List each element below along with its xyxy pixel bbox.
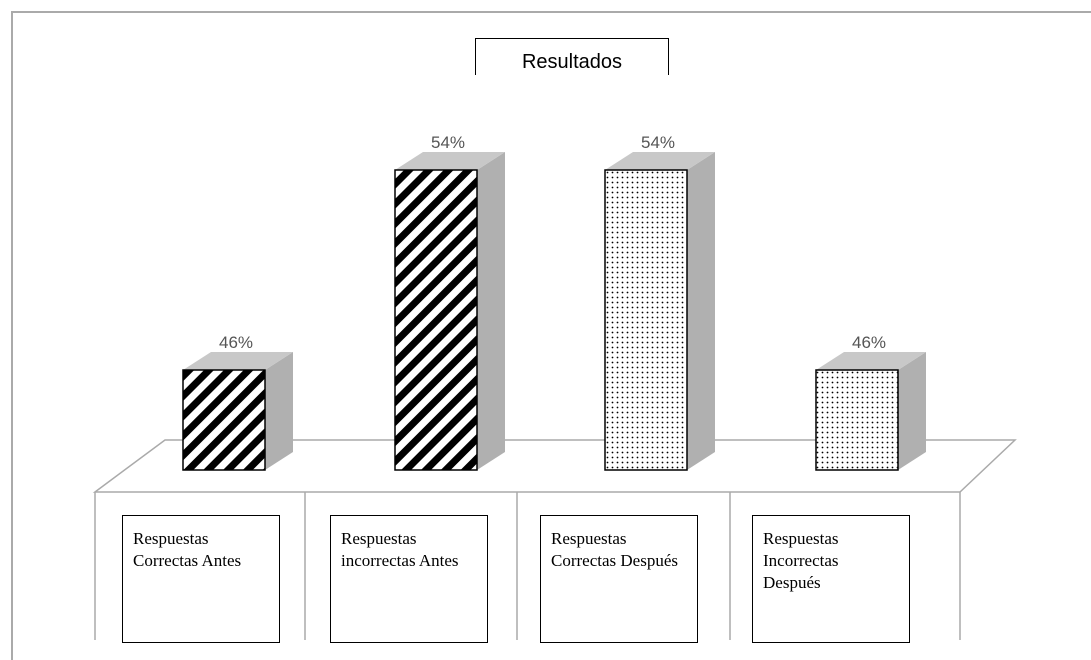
bar-side bbox=[265, 352, 293, 470]
bar-top bbox=[605, 152, 715, 170]
bar bbox=[604, 169, 688, 471]
category-label: Respuestas Incorrectas Después bbox=[752, 515, 910, 643]
frame bbox=[11, 11, 1091, 660]
category-label: Respuestas Correctas Después bbox=[540, 515, 698, 643]
floor bbox=[92, 439, 1017, 493]
category-label: Respuestas Correctas Antes bbox=[122, 515, 280, 643]
value-label: 54% bbox=[641, 133, 675, 152]
category-label: Respuestas incorrectas Antes bbox=[330, 515, 488, 643]
bar-top bbox=[395, 152, 505, 170]
bar bbox=[182, 369, 266, 471]
bar-side bbox=[687, 152, 715, 470]
chart-title: Resultados bbox=[475, 38, 669, 75]
bar-side bbox=[898, 352, 926, 470]
bar bbox=[394, 169, 478, 471]
value-label: 46% bbox=[852, 333, 886, 352]
bar-top bbox=[183, 352, 293, 370]
bar-top bbox=[816, 352, 926, 370]
bar-side bbox=[477, 152, 505, 470]
value-label: 54% bbox=[431, 133, 465, 152]
bar bbox=[815, 369, 899, 471]
dividers bbox=[94, 492, 961, 640]
value-label: 46% bbox=[219, 333, 253, 352]
